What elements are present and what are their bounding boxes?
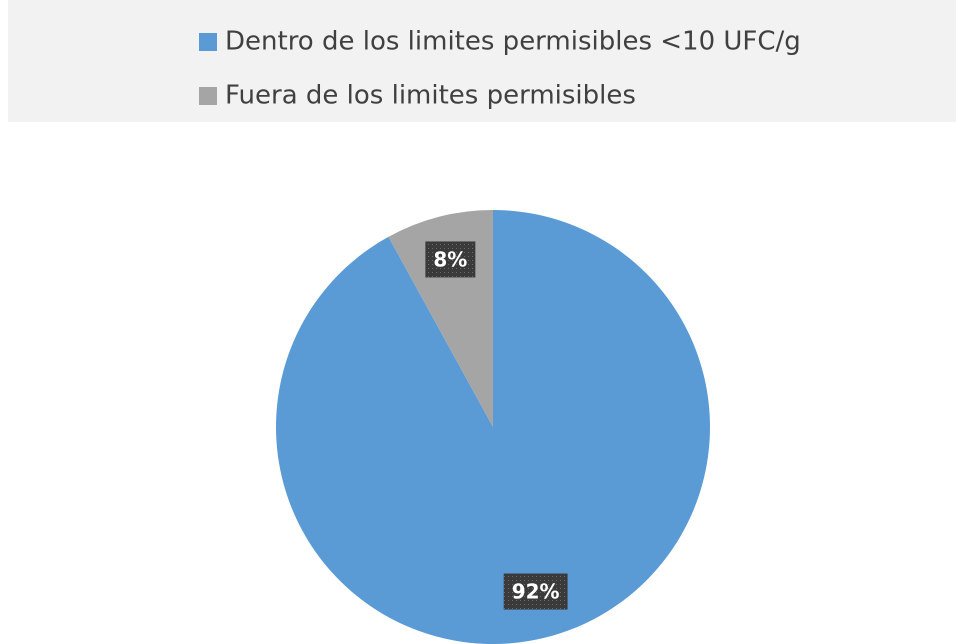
data-label-box	[425, 241, 476, 278]
legend-swatch	[199, 87, 217, 105]
legend-background	[8, 0, 956, 122]
legend-label: Dentro de los limites permisibles <10 UF…	[225, 27, 801, 57]
data-label: 92%	[512, 580, 560, 604]
legend-swatch	[199, 33, 217, 51]
data-label-box	[503, 573, 568, 610]
pie-slice	[275, 210, 710, 644]
legend-label: Fuera de los limites permisibles	[225, 81, 636, 111]
data-label: 8%	[433, 247, 467, 271]
